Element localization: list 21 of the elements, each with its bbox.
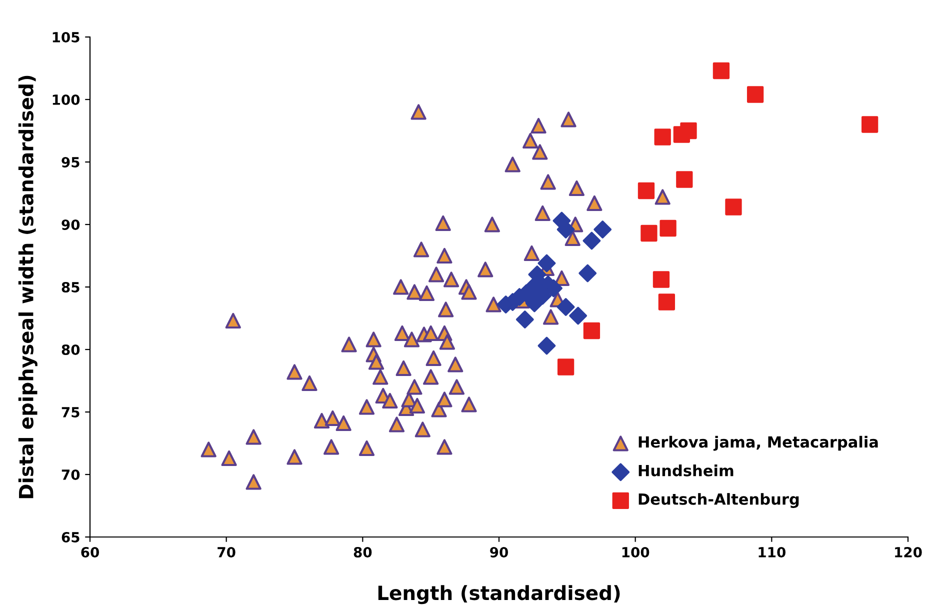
x-tick-label: 70: [218, 546, 236, 558]
legend-label: Herkova jama, Metacarpalia: [638, 436, 878, 451]
y-tick-label: 70: [62, 469, 80, 480]
y-tick-label: 65: [62, 532, 80, 542]
y-tick-label: 105: [52, 32, 80, 42]
x-tick-label: 110: [758, 546, 786, 558]
legend-label: Hundsheim: [638, 464, 734, 476]
x-tick-label: 120: [895, 546, 922, 558]
y-tick-label: 90: [62, 219, 80, 230]
x-tick-label: 90: [490, 546, 508, 558]
y-tick-label: 95: [62, 156, 80, 168]
y-tick-label: 85: [62, 282, 80, 292]
x-tick-label: 100: [622, 546, 650, 558]
y-tick-label: 100: [52, 94, 80, 105]
y-tick-label: 75: [62, 407, 80, 418]
y-tick-label: 80: [62, 344, 80, 355]
legend-label: Deutsch-Altenburg: [638, 493, 799, 508]
y-axis-title: Distal epiphyseal width (standardised): [18, 76, 38, 498]
x-tick-label: 60: [81, 546, 99, 558]
x-tick-label: 80: [354, 546, 372, 558]
x-axis-title: Length (standardised): [378, 585, 620, 604]
